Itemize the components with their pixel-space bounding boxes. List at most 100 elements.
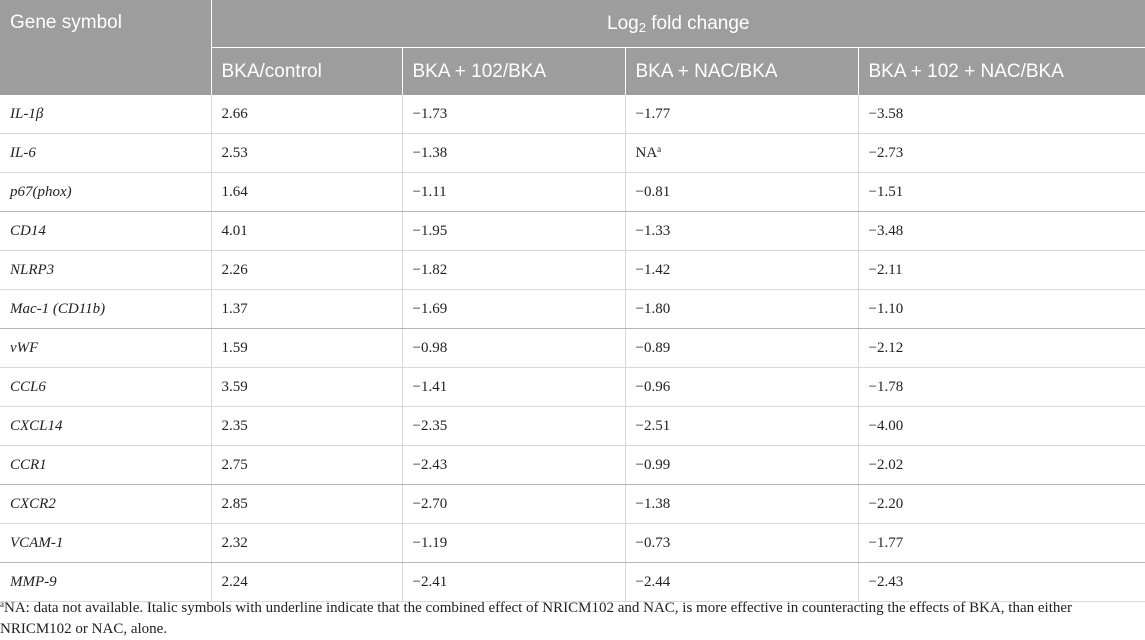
bka-control-cell: 2.53	[211, 133, 403, 173]
bka-control-cell-value: 2.24	[221, 573, 248, 590]
table-row: CCR1 2.75 −2.43 −0.99 −2.02	[0, 445, 1145, 485]
gene-symbol-cell: NLRP3	[0, 250, 212, 290]
gene-symbol-cell: Mac-1 (CD11b)	[0, 289, 212, 329]
gene-symbol-cell-value: CXCL14	[10, 417, 63, 434]
bka-control-cell: 3.59	[211, 367, 403, 407]
bka-control-cell-value: 2.75	[221, 456, 248, 473]
gene-symbol-cell: IL-1β	[0, 95, 212, 134]
bka-nac-cell-value: −0.73	[635, 534, 671, 551]
bka-control-cell: 2.35	[211, 406, 403, 446]
gene-symbol-cell-value: NLRP3	[10, 261, 55, 278]
bka-102-cell: −0.98	[402, 328, 626, 368]
table-row: CXCR2 2.85 −2.70 −1.38 −2.20	[0, 484, 1145, 524]
bka-102-nac-cell: −3.48	[858, 211, 1145, 251]
fold-change-table: Gene symbol Log2 fold change BKA/control…	[0, 0, 1145, 602]
bka-control-cell-value: 1.37	[221, 300, 248, 317]
bka-control-cell-value: 3.59	[221, 378, 248, 395]
bka-102-nac-cell-value: −2.02	[868, 456, 904, 473]
bka-control-cell-value: 2.26	[221, 261, 248, 278]
footnote-text: NA: data not available. Italic symbols w…	[0, 600, 1073, 637]
gene-symbol-cell-value: CD14	[10, 222, 46, 239]
bka-102-cell-value: −2.43	[412, 456, 448, 473]
bka-control-cell-value: 4.01	[221, 222, 248, 239]
bka-nac-cell: NAa	[625, 133, 859, 173]
bka-nac-cell-value: −1.77	[635, 105, 671, 122]
bka-102-cell: −2.41	[402, 562, 626, 602]
bka-102-nac-cell-value: −3.58	[868, 105, 904, 122]
bka-control-cell: 2.66	[211, 95, 403, 134]
bka-control-cell: 2.32	[211, 523, 403, 563]
bka-102-cell: −1.95	[402, 211, 626, 251]
bka-nac-cell: −0.99	[625, 445, 859, 485]
log2-fold-change-header: Log2 fold change	[211, 0, 1145, 48]
gene-symbol-cell: IL-6	[0, 133, 212, 173]
bka-nac-cell-value: −2.44	[635, 573, 671, 590]
bka-control-cell-value: 2.32	[221, 534, 248, 551]
footnote-marker: a	[0, 599, 4, 609]
bka-102-nac-cell: −4.00	[858, 406, 1145, 446]
bka-102-nac-cell: −1.51	[858, 172, 1145, 212]
gene-symbol-cell: CD14	[0, 211, 212, 251]
bka-102-nac-cell: −2.12	[858, 328, 1145, 368]
bka-102-nac-cell-value: −1.78	[868, 378, 904, 395]
bka-102-nac-cell-value: −1.51	[868, 183, 904, 200]
gene-symbol-cell: CXCR2	[0, 484, 212, 524]
bka-102-nac-cell-value: −2.12	[868, 339, 904, 356]
table-row: IL-6 2.53 −1.38 NAa −2.73	[0, 133, 1145, 173]
bka-102-cell: −1.82	[402, 250, 626, 290]
gene-symbol-cell-value: IL-1β	[10, 105, 44, 122]
bka-control-cell: 1.64	[211, 172, 403, 212]
gene-symbol-cell: p67(phox)	[0, 172, 212, 212]
bka-102-nac-cell-value: −4.00	[868, 417, 904, 434]
table-body: IL-1β 2.66 −1.73 −1.77 −3.58 IL-6 2.53 −1.38 NAa…	[0, 95, 1145, 602]
gene-symbol-cell: CXCL14	[0, 406, 212, 446]
bka-102-nac-cell: −1.78	[858, 367, 1145, 407]
bka-102-nac-cell-value: −2.73	[868, 144, 904, 161]
gene-symbol-cell-value: p67(phox)	[10, 183, 72, 200]
group-prefix: Log	[607, 12, 639, 34]
bka-102-cell-value: −1.73	[412, 105, 448, 122]
group-subscript: 2	[638, 19, 646, 35]
gene-symbol-cell: VCAM-1	[0, 523, 212, 563]
bka-102-cell: −1.41	[402, 367, 626, 407]
gene-symbol-cell: CCL6	[0, 367, 212, 407]
bka-nac-cell: −1.38	[625, 484, 859, 524]
bka-control-cell: 2.24	[211, 562, 403, 602]
bka-control-cell-value: 2.35	[221, 417, 248, 434]
bka-nac-cell: −0.89	[625, 328, 859, 368]
bka-nac-cell-value: −0.81	[635, 183, 671, 200]
table-row: CCL6 3.59 −1.41 −0.96 −1.78	[0, 367, 1145, 407]
col-header-bka-control: BKA/control	[211, 47, 403, 95]
gene-symbol-cell-value: MMP-9	[10, 573, 57, 590]
gene-symbol-header: Gene symbol	[0, 0, 212, 95]
bka-102-cell: −1.38	[402, 133, 626, 173]
gene-symbol-cell-value: CCL6	[10, 378, 46, 395]
bka-nac-cell: −2.44	[625, 562, 859, 602]
bka-102-cell: −1.69	[402, 289, 626, 329]
bka-control-cell: 2.26	[211, 250, 403, 290]
bka-nac-cell: −0.73	[625, 523, 859, 563]
bka-102-cell-value: −1.38	[412, 144, 448, 161]
bka-102-cell: −2.70	[402, 484, 626, 524]
bka-control-cell-value: 2.85	[221, 495, 248, 512]
bka-102-cell-value: −1.11	[412, 183, 447, 200]
table-row: IL-1β 2.66 −1.73 −1.77 −3.58	[0, 95, 1145, 134]
bka-102-cell-value: −1.82	[412, 261, 448, 278]
bka-control-cell-value: 1.59	[221, 339, 248, 356]
table-header: Gene symbol Log2 fold change BKA/control…	[0, 0, 1145, 95]
bka-102-cell-value: −2.70	[412, 495, 448, 512]
bka-nac-cell-value: −0.99	[635, 456, 671, 473]
gene-symbol-cell-value: VCAM-1	[10, 534, 64, 551]
gene-symbol-cell-value: Mac-1 (CD11b)	[10, 300, 106, 317]
bka-nac-cell-value: −0.96	[635, 378, 671, 395]
bka-102-nac-cell: −1.10	[858, 289, 1145, 329]
bka-102-cell: −1.11	[402, 172, 626, 212]
gene-symbol-cell-value: CCR1	[10, 456, 47, 473]
bka-nac-cell: −1.42	[625, 250, 859, 290]
bka-102-cell-value: −0.98	[412, 339, 448, 356]
bka-102-nac-cell: −2.73	[858, 133, 1145, 173]
bka-102-cell-value: −1.19	[412, 534, 448, 551]
gene-symbol-cell: vWF	[0, 328, 212, 368]
bka-102-nac-cell-value: −2.43	[868, 573, 904, 590]
bka-nac-cell-value: −1.33	[635, 222, 671, 239]
